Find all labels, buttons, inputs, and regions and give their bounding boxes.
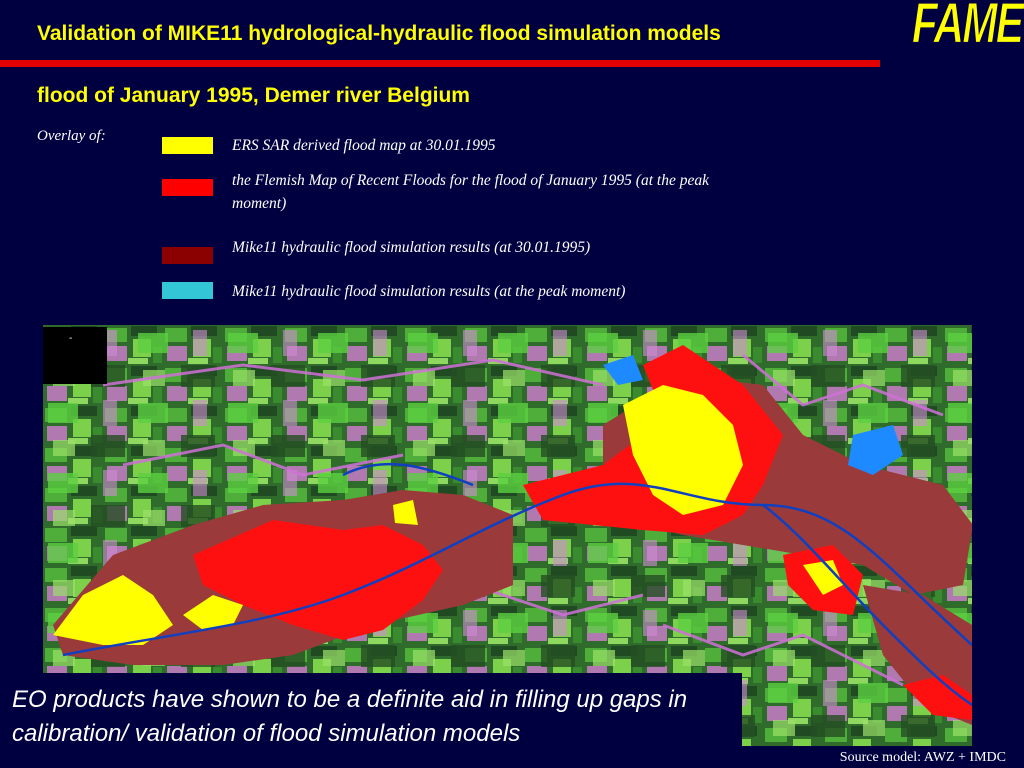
map-inset-box: - [43, 327, 107, 384]
legend-text-mike11-date: Mike11 hydraulic flood simulation result… [232, 239, 591, 256]
legend-label: Overlay of: [37, 128, 106, 144]
title-underline-bar [0, 60, 880, 67]
legend-swatch-mike11-peak [162, 282, 213, 299]
legend-swatch-mike11-date [162, 247, 213, 264]
svg-text:FAME: FAME [912, 0, 1024, 55]
slide-title: Validation of MIKE11 hydrological-hydrau… [37, 22, 721, 45]
flood-map-image [43, 325, 972, 746]
legend-text-sar: ERS SAR derived flood map at 30.01.1995 [232, 137, 496, 154]
legend-swatch-flemish-map [162, 179, 213, 196]
fame-logo: FAME [911, 0, 1024, 56]
legend-swatch-sar [162, 137, 213, 154]
legend-text-mike11-peak: Mike11 hydraulic flood simulation result… [232, 283, 626, 300]
caption-panel [0, 673, 742, 768]
source-credit: Source model: AWZ + IMDC [839, 750, 1006, 765]
flood-overlay-map [43, 325, 972, 746]
inset-mark: - [69, 333, 73, 344]
slide-subtitle: flood of January 1995, Demer river Belgi… [37, 84, 470, 107]
caption-text: EO products have shown to be a definite … [12, 686, 688, 747]
legend-text-flemish-map: the Flemish Map of Recent Floods for the… [232, 172, 709, 212]
